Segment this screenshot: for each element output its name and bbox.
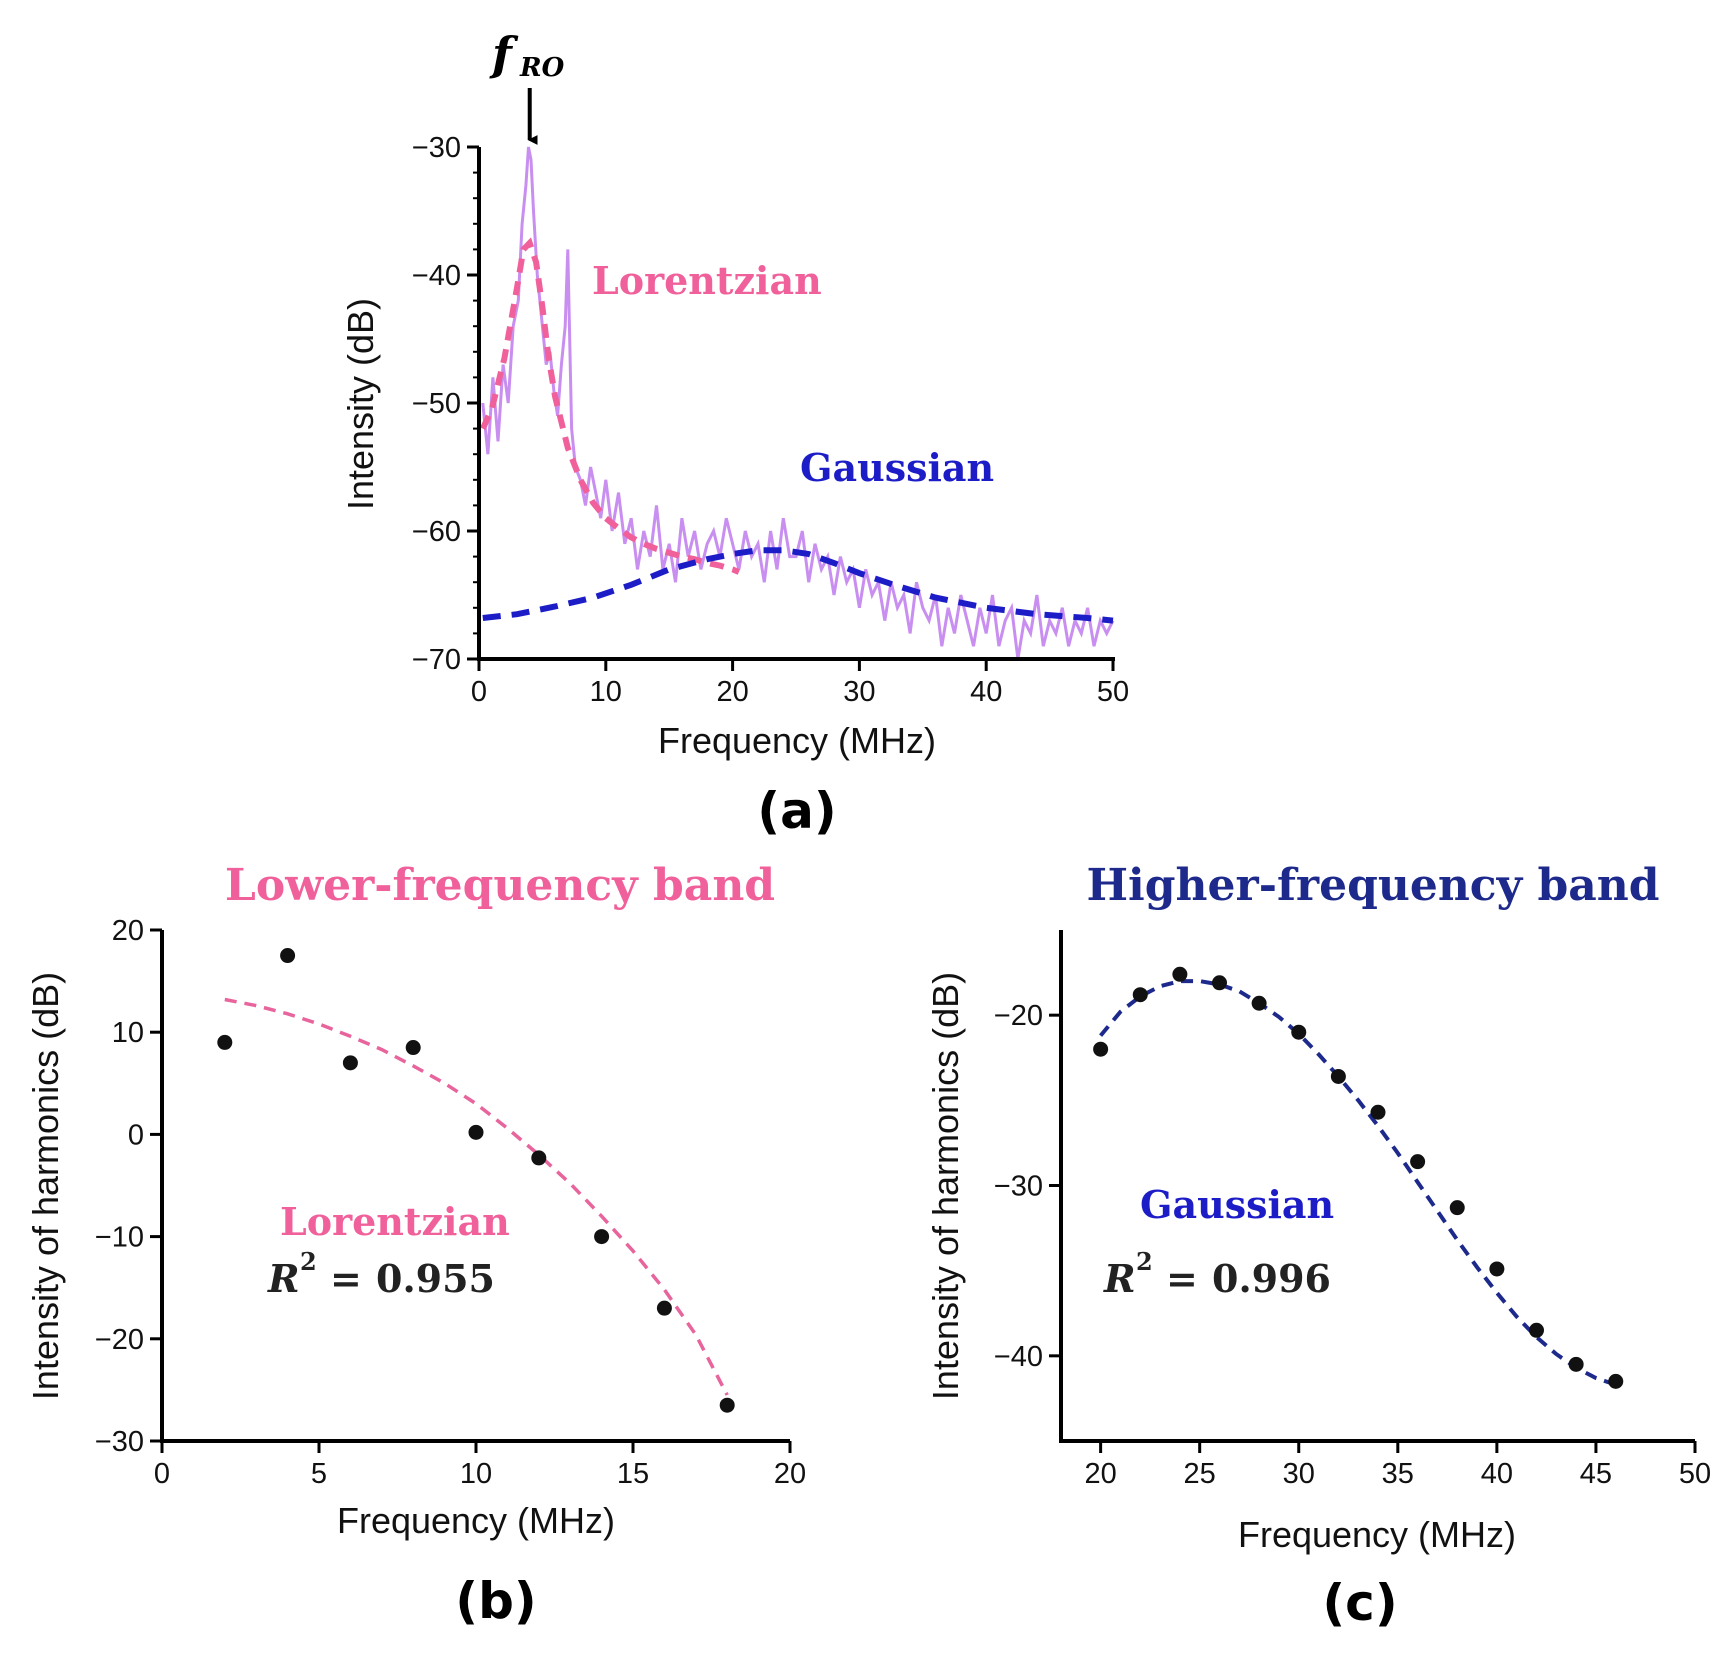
lorentzian-fit-line bbox=[480, 237, 741, 575]
panel-b-data-point bbox=[719, 1397, 735, 1413]
panel-a-series bbox=[480, 146, 1115, 660]
panel-c-x-tick-label: 20 bbox=[1084, 1458, 1116, 1490]
panel-c-r2-exponent: 2 bbox=[1136, 1247, 1153, 1276]
panel-b-title: Lower-frequency band bbox=[225, 860, 775, 911]
panel-b-x-axis-label: Frequency (MHz) bbox=[337, 1500, 615, 1541]
peak-f-symbol: f bbox=[489, 27, 519, 81]
panel-c-y-tick-label: −20 bbox=[994, 1000, 1043, 1032]
panel-a-x-tick-label: 30 bbox=[843, 676, 875, 708]
panel-c-series bbox=[1093, 966, 1624, 1389]
panel-a-y-tick-label: −60 bbox=[412, 516, 461, 548]
panel-c-data-point bbox=[1449, 1200, 1465, 1216]
panel-b-fit-line bbox=[224, 997, 729, 1396]
panel-b-data-point bbox=[594, 1229, 610, 1245]
panel-a-x-tick-label: 50 bbox=[1097, 676, 1129, 708]
panel-c-r2: R 2 = 0.996 bbox=[1103, 1247, 1331, 1301]
panel-a-x-axis-label: Frequency (MHz) bbox=[658, 720, 936, 761]
panel-c-x-tick-label: 35 bbox=[1382, 1458, 1414, 1490]
panel-b-data-point bbox=[405, 1040, 421, 1056]
spectrum-line bbox=[481, 146, 1115, 660]
panel-b-y-tick-label: −10 bbox=[95, 1222, 144, 1254]
panel-c-data-point bbox=[1212, 975, 1227, 991]
panel-c-data-point bbox=[1410, 1154, 1426, 1170]
panel-c-data-point bbox=[1568, 1356, 1584, 1372]
panel-c-r2-value: 0.996 bbox=[1212, 1256, 1331, 1301]
panel-c-r2-symbol: R bbox=[1103, 1256, 1136, 1301]
panel-b-r2-exponent: 2 bbox=[300, 1247, 317, 1276]
panel-c-x-tick-label: 50 bbox=[1679, 1458, 1711, 1490]
panel-b-x-tick-label: 0 bbox=[154, 1458, 170, 1490]
panel-c-y-tick-label: −30 bbox=[994, 1171, 1043, 1203]
panel-b-x-tick-label: 5 bbox=[311, 1458, 327, 1490]
panel-b-data-point bbox=[217, 1034, 233, 1050]
panel-a-label: (a) bbox=[757, 782, 836, 840]
panel-b-x-tick-label: 10 bbox=[460, 1458, 492, 1490]
panel-b-y-tick-label: 0 bbox=[128, 1119, 144, 1151]
panel-a-y-tick-label: −40 bbox=[412, 260, 461, 292]
panel-c-data-point bbox=[1330, 1068, 1346, 1084]
panel-c-x-axis-label: Frequency (MHz) bbox=[1238, 1514, 1516, 1555]
panel-c-data-point bbox=[1251, 995, 1267, 1011]
panel-c-data-point bbox=[1608, 1373, 1624, 1389]
panel-c-ticks: 20 25 30 35 40 45 50 −20 −30 −40 bbox=[994, 1000, 1711, 1490]
panel-c-x-tick-label: 40 bbox=[1481, 1458, 1513, 1490]
panel-a-x-tick-label: 10 bbox=[590, 676, 622, 708]
panel-b-data-point bbox=[468, 1124, 484, 1140]
panel-c-r2-equals: = bbox=[1166, 1256, 1198, 1301]
panel-a-peak-annotation: f RO bbox=[489, 27, 565, 145]
panel-b-y-tick-label: −30 bbox=[95, 1426, 144, 1458]
panel-a-y-axis-label: Intensity (dB) bbox=[340, 298, 381, 510]
peak-subscript: RO bbox=[519, 53, 565, 83]
panel-b-chart: Lower-frequency band 0 5 10 15 20 20 10 0 −10 −20… bbox=[25, 860, 806, 1630]
panel-a-gaussian-label: Gaussian bbox=[800, 445, 994, 490]
panel-a-x-tick-label: 0 bbox=[471, 676, 487, 708]
panel-c-title: Higher-frequency band bbox=[1086, 860, 1659, 911]
panel-b-data-point bbox=[656, 1300, 672, 1316]
panel-b-data-point bbox=[531, 1150, 547, 1166]
panel-c-x-tick-label: 30 bbox=[1283, 1458, 1315, 1490]
panel-b-x-tick-label: 20 bbox=[774, 1458, 806, 1490]
panel-c-data-point bbox=[1489, 1261, 1505, 1277]
panel-c-y-tick-label: −40 bbox=[994, 1341, 1043, 1373]
panel-a-chart: 0 10 20 30 40 50 −30 −40 −50 −60 −70 Frequency (MH… bbox=[340, 27, 1129, 840]
panel-b-r2-symbol: R bbox=[267, 1256, 300, 1301]
panel-a-y-tick-label: −30 bbox=[412, 132, 461, 164]
panel-b-r2-equals: = bbox=[330, 1256, 362, 1301]
panel-b-x-tick-label: 15 bbox=[617, 1458, 649, 1490]
panel-b-r2: R 2 = 0.955 bbox=[267, 1247, 495, 1301]
panel-c-x-tick-label: 25 bbox=[1184, 1458, 1216, 1490]
panel-c-data-point bbox=[1370, 1104, 1386, 1120]
panel-b-y-tick-label: 10 bbox=[112, 1017, 144, 1049]
panel-c-data-point bbox=[1093, 1041, 1109, 1057]
panel-b-ticks: 0 5 10 15 20 20 10 0 −10 −20 −30 bbox=[95, 915, 806, 1490]
panel-c-chart: Higher-frequency band 20 25 30 35 40 45 50 −20 −… bbox=[925, 860, 1711, 1632]
panel-c-x-tick-label: 45 bbox=[1580, 1458, 1612, 1490]
panel-c-data-point bbox=[1529, 1322, 1544, 1338]
panel-c-data-point bbox=[1172, 966, 1188, 982]
panel-a-x-tick-label: 20 bbox=[716, 676, 748, 708]
panel-b-r2-value: 0.955 bbox=[376, 1256, 495, 1301]
panel-a-ticks: 0 10 20 30 40 50 −30 −40 −50 −60 −70 bbox=[412, 132, 1129, 708]
panel-b-y-tick-label: −20 bbox=[95, 1324, 144, 1356]
panel-a-x-tick-label: 40 bbox=[970, 676, 1002, 708]
gaussian-fit-line bbox=[482, 547, 1114, 624]
panel-b-y-tick-label: 20 bbox=[112, 915, 144, 947]
panel-c-data-point bbox=[1132, 987, 1148, 1003]
panel-c-fit-label: Gaussian bbox=[1140, 1182, 1334, 1227]
panel-c-data-point bbox=[1291, 1024, 1307, 1040]
panel-c-y-axis-label: Intensity of harmonics (dB) bbox=[925, 972, 966, 1400]
panel-a-lorentzian-label: Lorentzian bbox=[592, 258, 822, 303]
panel-b-data-point bbox=[342, 1055, 358, 1071]
panel-b-label: (b) bbox=[455, 1572, 537, 1630]
panel-b-series bbox=[217, 948, 735, 1413]
panel-b-data-point bbox=[280, 948, 296, 964]
panel-a-y-tick-label: −70 bbox=[412, 644, 461, 676]
panel-a-y-tick-label: −50 bbox=[412, 388, 461, 420]
panel-b-fit-label: Lorentzian bbox=[280, 1199, 510, 1244]
panel-b-y-axis-label: Intensity of harmonics (dB) bbox=[25, 972, 66, 1400]
panel-c-label: (c) bbox=[1322, 1574, 1397, 1632]
